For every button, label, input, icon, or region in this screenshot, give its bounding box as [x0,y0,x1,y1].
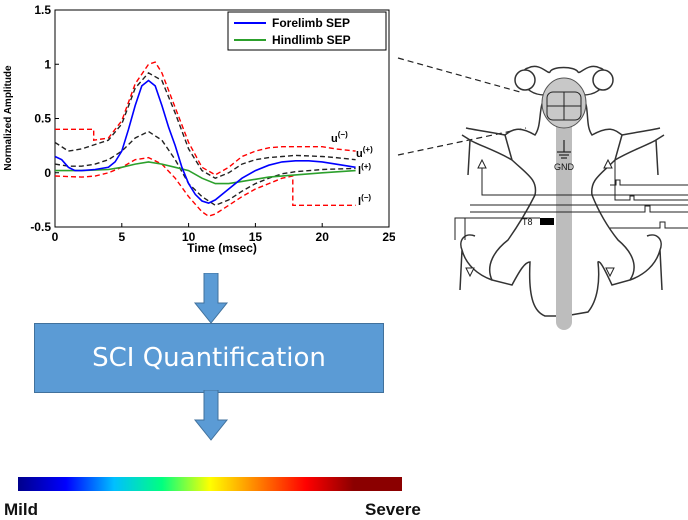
x-tick-label: 25 [382,230,395,244]
annotation-u-plus: u(+) [356,145,373,160]
legend-label-hindlimb: Hindlimb SEP [272,33,351,47]
pointer-line-lower [397,127,527,156]
rat-front-left-leg [461,127,513,176]
x-tick-label: 0 [52,230,59,244]
chart-legend: Forelimb SEP Hindlimb SEP [227,11,387,51]
series-line-u [55,61,356,176]
series-line-forelimb-sep [54,79,356,204]
scale-label-severe: Severe [365,500,421,519]
gnd-label: GND [554,162,575,172]
rat-left-ear [514,69,536,91]
annotation-u-minus: u(−) [331,130,348,145]
legend-label-forelimb: Forelimb SEP [272,16,350,30]
scale-label-mild: Mild [4,500,38,519]
x-tick-label: 5 [118,230,125,244]
severity-colorbar [18,477,402,491]
rat-hind-right-leg [629,234,663,291]
down-arrow-icon [193,390,229,441]
series-line-l [54,156,356,217]
rat-front-right-leg [614,127,665,176]
down-arrow-icon [193,273,229,324]
pointer-line-upper [397,57,521,93]
sci-quantification-box: SCI Quantification [34,323,384,393]
skull-electrode-grid [546,91,582,121]
sep-chart: 0 5 10 15 20 25-0.500.511.5 u(−) u(+) l(+) l(… [3,3,395,255]
x-axis-label: Time (msec) [187,241,257,255]
y-tick-label: 0.5 [34,112,51,126]
t8-marker [540,218,554,225]
x-tick-label: 15 [249,230,263,244]
rat-right-ear [592,69,614,91]
sci-quantification-label: SCI Quantification [92,343,326,373]
t8-label: T8 [522,217,533,227]
x-tick-label: 20 [316,230,330,244]
spinal-cord [556,100,572,330]
rat-hind-left-leg [459,234,493,291]
chart-series-layer [54,61,356,217]
rat-electrode-diagram: GND T8 [397,57,688,330]
series-line-u [54,72,356,179]
annotation-l-plus: l(+) [358,162,371,177]
y-tick-label: 1 [44,57,51,71]
axis-ticks: 0 5 10 15 20 25-0.500.511.5 [30,3,395,244]
x-tick-label: 10 [182,230,196,244]
limb-electrode-arrows [465,158,615,278]
y-tick-label: -0.5 [30,220,51,234]
annotation-l-minus: l(−) [358,193,371,208]
gnd-electrode-icon [557,140,571,159]
series-line-hindlimb-sep [55,161,356,185]
y-tick-label: 0 [44,166,51,180]
stimulation-wires [454,160,688,240]
y-axis-label: Normalized Amplitude [3,65,14,171]
y-tick-label: 1.5 [34,3,51,17]
